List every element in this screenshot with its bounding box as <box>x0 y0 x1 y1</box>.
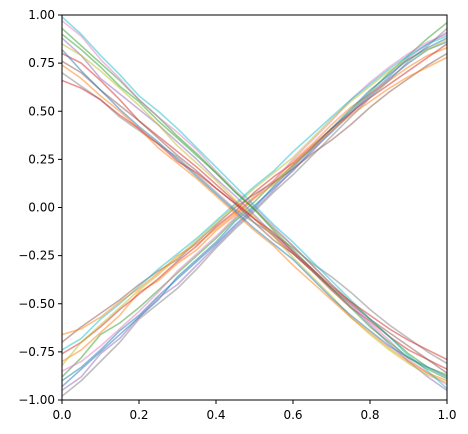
series-line-18 <box>62 72 447 365</box>
y-tick-label: 1.00 <box>28 8 55 22</box>
series-line-17 <box>62 20 447 386</box>
y-tick-label: 0.50 <box>28 104 55 118</box>
series-line-23 <box>62 33 447 380</box>
x-tick-label: 0.2 <box>129 408 148 422</box>
x-tick-label: 0.0 <box>52 408 71 422</box>
series-line-12 <box>62 56 447 336</box>
series-line-8 <box>62 27 447 397</box>
series-line-20 <box>62 16 447 390</box>
x-tick-label: 1.0 <box>437 408 456 422</box>
series-line-22 <box>62 64 447 382</box>
y-tick-label: −1.00 <box>18 393 55 407</box>
series-line-21 <box>62 49 447 378</box>
series-line-6 <box>62 52 447 343</box>
series-line-4 <box>62 43 447 355</box>
y-tick-label: 0.75 <box>28 56 55 70</box>
series-line-2 <box>62 46 447 363</box>
x-tick-label: 0.8 <box>360 408 379 422</box>
x-axis: 0.0 0.2 0.4 0.6 0.8 1.0 <box>52 400 457 422</box>
y-tick-label: −0.75 <box>18 345 55 359</box>
series-layer <box>62 16 447 397</box>
y-tick-label: 0.00 <box>28 201 55 215</box>
y-tick-label: 0.25 <box>28 152 55 166</box>
series-line-19 <box>62 43 447 384</box>
x-tick-label: 0.6 <box>283 408 302 422</box>
series-line-24 <box>62 79 447 361</box>
y-axis: −1.00 −0.75 −0.50 −0.25 0.00 0.25 0.50 0.75 1.00 <box>18 8 62 407</box>
y-tick-label: −0.25 <box>18 249 55 263</box>
y-tick-label: −0.50 <box>18 297 55 311</box>
x-tick-label: 0.4 <box>206 408 225 422</box>
series-line-9 <box>62 39 447 366</box>
